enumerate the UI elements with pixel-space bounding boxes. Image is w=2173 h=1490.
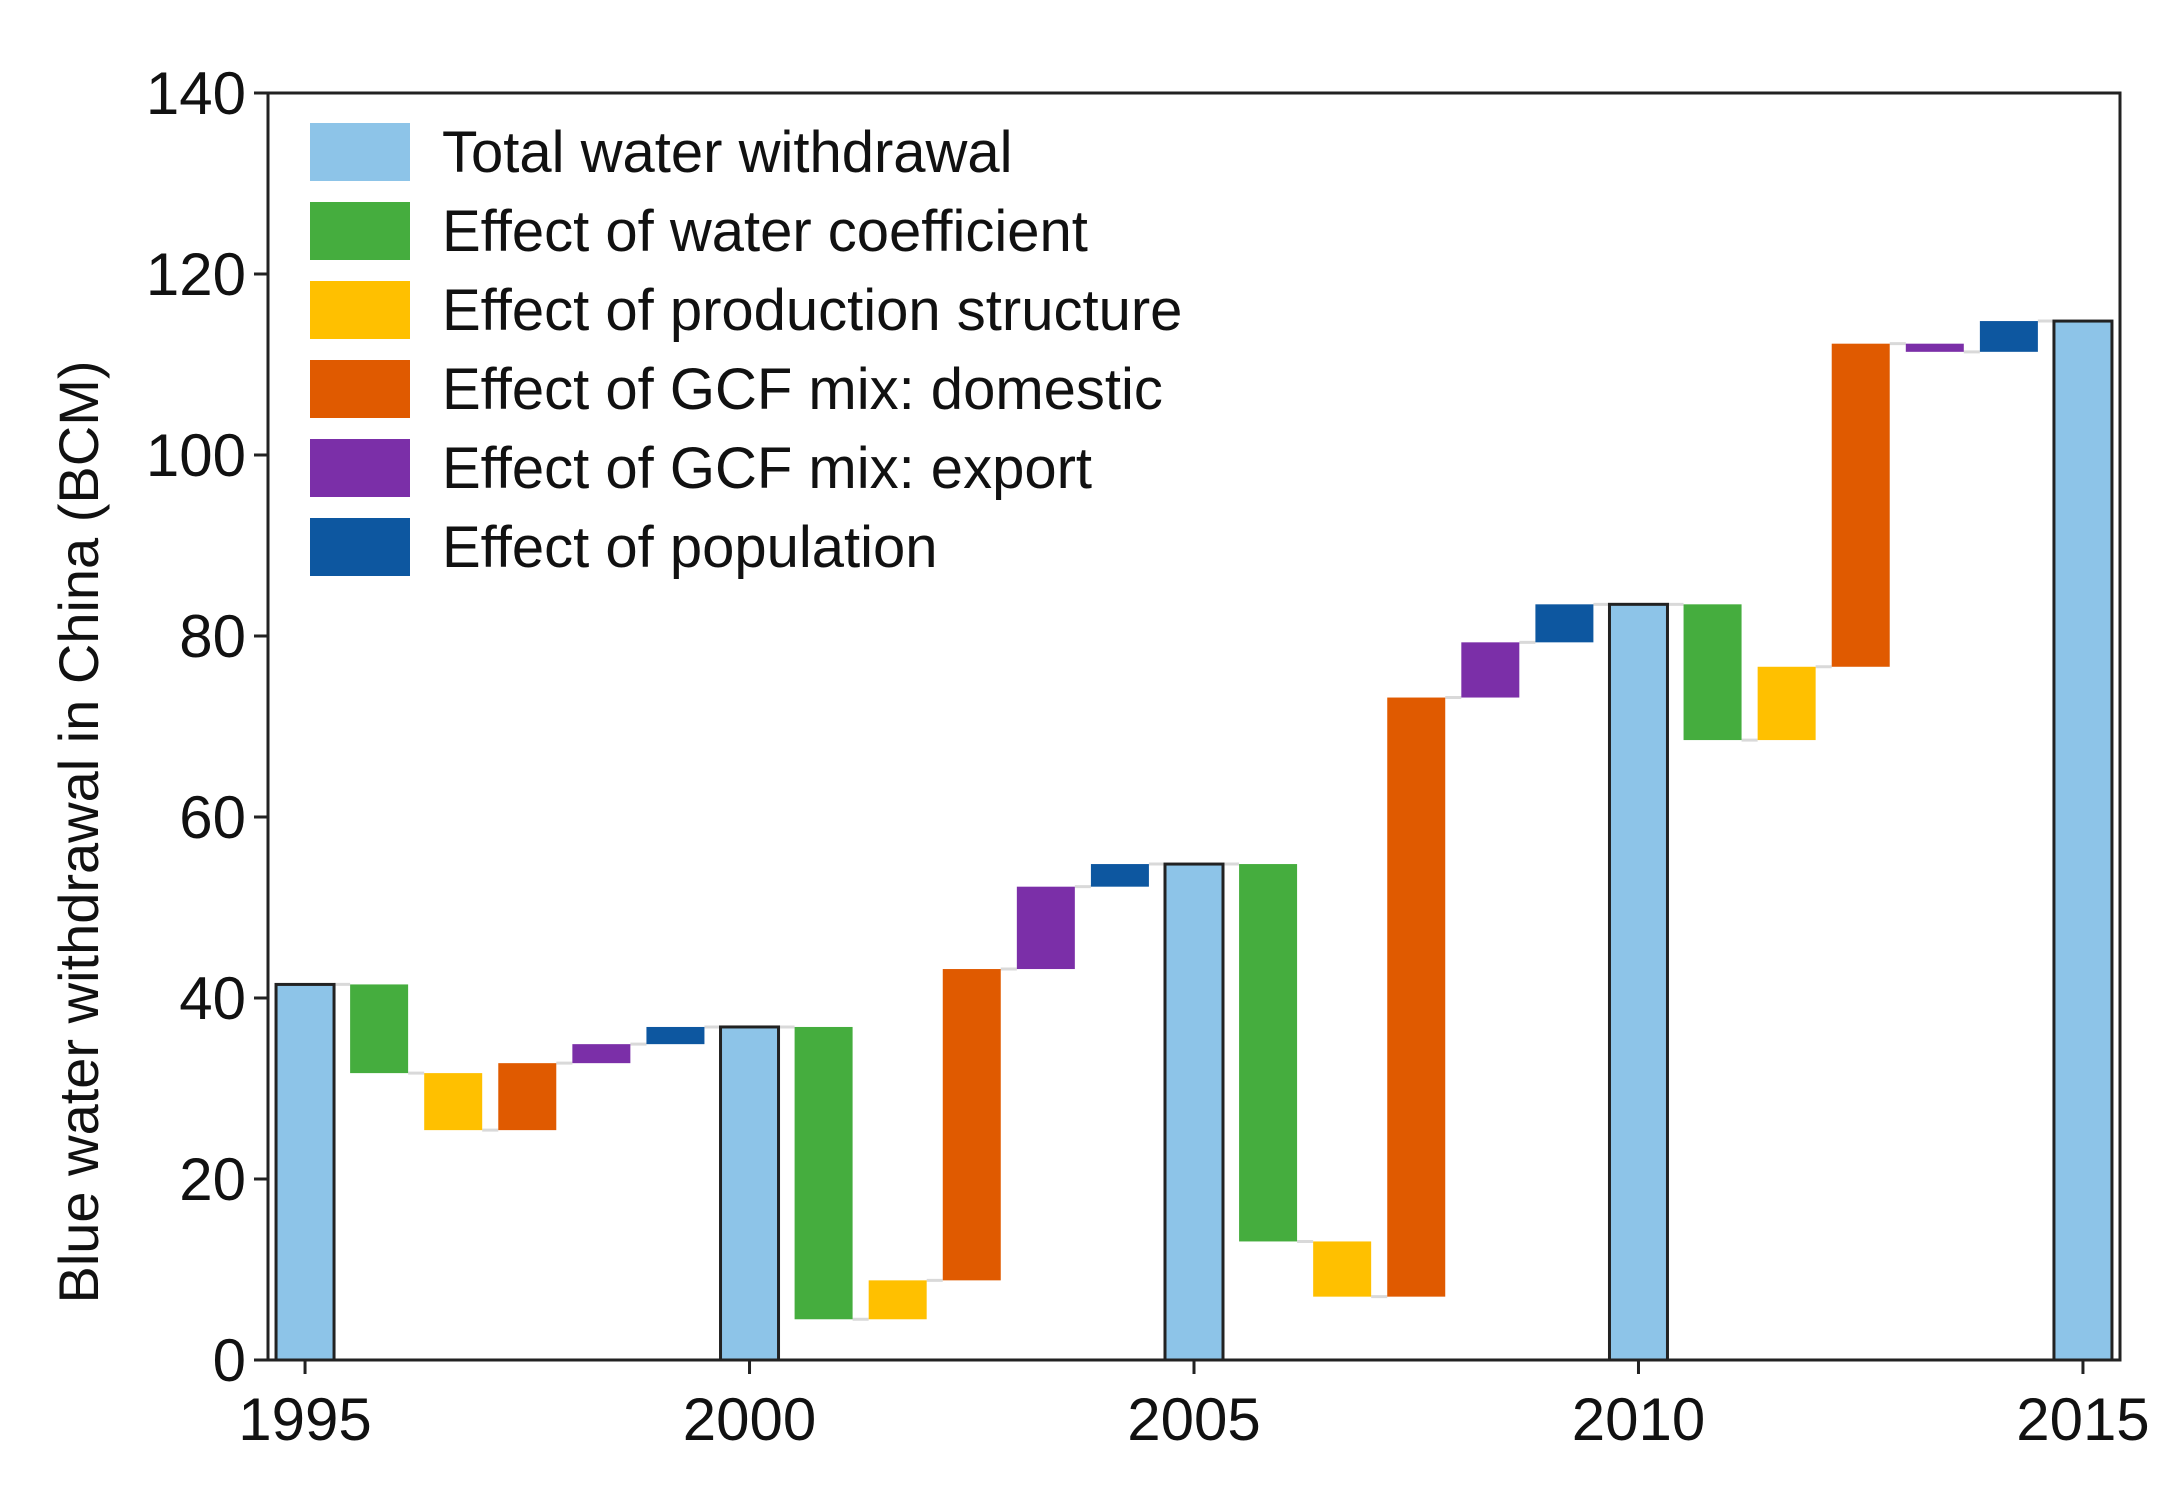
total-bar — [1607, 602, 1669, 1362]
effect-bar-dom — [1831, 343, 1890, 667]
effect-bar-prod — [1757, 666, 1816, 741]
x-tick-label: 2010 — [1572, 1386, 1705, 1453]
legend-swatch-dom — [310, 360, 410, 418]
y-tick-label: 100 — [146, 422, 246, 489]
y-tick-label: 80 — [179, 603, 246, 670]
legend-swatch-exp — [310, 439, 410, 497]
plot-area-frame — [266, 91, 2122, 1362]
y-axis-label: Blue water withdrawal in China (BCM) — [47, 360, 110, 1303]
x-tick-label: 2005 — [1127, 1386, 1260, 1453]
x-tick-label: 1995 — [238, 1386, 371, 1453]
legend-swatch-coef — [310, 202, 410, 260]
y-tick-label: 40 — [179, 965, 246, 1032]
legend-swatch-prod — [310, 281, 410, 339]
x-axis-ticks: 1995 2000 2005 2010 2015 — [238, 1360, 2150, 1453]
legend-swatch-total — [310, 123, 410, 181]
legend-label-prod: Effect of production structure — [442, 278, 1182, 343]
effect-bar-pop — [1979, 321, 2038, 352]
legend-label-exp: Effect of GCF mix: export — [442, 436, 1092, 501]
y-tick-label: 140 — [146, 60, 246, 127]
effect-bar-exp — [1905, 343, 1964, 352]
total-bar — [274, 982, 336, 1362]
connector-lines — [334, 319, 2054, 1321]
effect-bar-coef — [1239, 864, 1298, 1242]
effect-bar-dom — [1387, 697, 1446, 1297]
y-tick-label: 20 — [179, 1146, 246, 1213]
y-tick-label: 120 — [146, 241, 246, 308]
effect-bar-dom — [498, 1063, 557, 1131]
total-bar — [719, 1025, 781, 1362]
legend-label-coef: Effect of water coefficient — [442, 199, 1088, 264]
effect-bar-exp — [1461, 642, 1520, 698]
effect-bar-prod — [1313, 1241, 1372, 1297]
effect-bar-coef — [1683, 604, 1742, 741]
y-tick-label: 0 — [213, 1327, 246, 1394]
bars — [274, 319, 2114, 1362]
x-tick-label: 2000 — [683, 1386, 816, 1453]
legend: Total water withdrawal Effect of water co… — [310, 120, 1182, 580]
effect-bar-pop — [1535, 604, 1594, 643]
effect-bar-exp — [572, 1044, 631, 1064]
effect-bar-coef — [350, 984, 409, 1074]
effect-bar-dom — [942, 969, 1001, 1281]
total-bar — [2052, 319, 2114, 1362]
effect-bar-pop — [1090, 864, 1149, 887]
legend-label-dom: Effect of GCF mix: domestic — [442, 357, 1163, 422]
effect-bar-prod — [868, 1280, 927, 1320]
y-axis-ticks: 0 20 40 60 80 100 120 140 — [146, 60, 268, 1394]
legend-swatch-pop — [310, 518, 410, 576]
y-tick-label: 60 — [179, 784, 246, 851]
legend-label-pop: Effect of population — [442, 515, 938, 580]
effect-bar-pop — [646, 1026, 705, 1045]
legend-label-total: Total water withdrawal — [442, 120, 1013, 185]
total-bar — [1163, 862, 1225, 1362]
x-tick-label: 2015 — [2016, 1386, 2149, 1453]
effect-bar-prod — [424, 1073, 483, 1131]
effect-bar-coef — [794, 1026, 853, 1320]
effect-bar-exp — [1016, 886, 1075, 970]
